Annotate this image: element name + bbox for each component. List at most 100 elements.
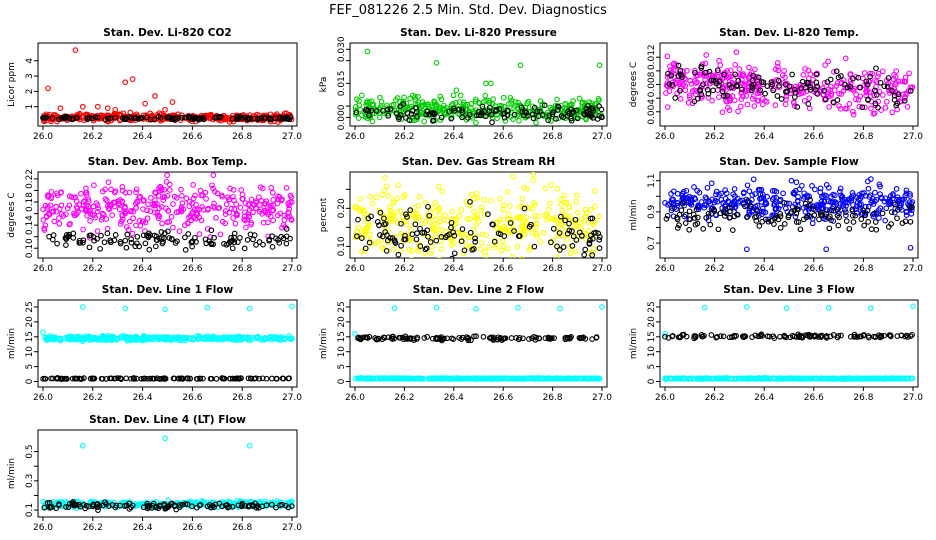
data-point bbox=[194, 376, 201, 382]
data-point bbox=[872, 219, 879, 225]
data-point bbox=[485, 211, 491, 218]
data-point bbox=[245, 116, 251, 122]
data-point bbox=[185, 114, 192, 120]
data-point bbox=[178, 186, 184, 193]
data-point bbox=[89, 115, 96, 122]
data-point bbox=[276, 240, 283, 246]
data-point-outlier bbox=[94, 103, 101, 110]
data-point bbox=[795, 91, 802, 97]
data-point bbox=[534, 233, 540, 239]
data-point bbox=[744, 182, 751, 189]
data-point bbox=[870, 213, 877, 220]
data-point bbox=[196, 214, 202, 221]
data-point bbox=[71, 375, 78, 382]
data-point bbox=[703, 214, 710, 221]
data-point bbox=[558, 220, 564, 227]
data-point bbox=[423, 245, 430, 252]
data-point bbox=[752, 66, 758, 73]
data-point bbox=[418, 103, 425, 110]
data-point bbox=[100, 211, 107, 218]
data-point bbox=[883, 375, 890, 382]
data-point bbox=[505, 101, 512, 107]
data-point bbox=[385, 193, 392, 199]
data-point bbox=[856, 103, 863, 110]
data-point bbox=[50, 232, 57, 238]
data-point bbox=[66, 221, 73, 228]
data-point bbox=[67, 220, 73, 227]
data-point bbox=[213, 214, 219, 221]
data-point bbox=[438, 96, 445, 103]
data-point bbox=[731, 213, 738, 220]
data-point bbox=[860, 207, 867, 214]
y-tick-label: 0.015 bbox=[337, 70, 347, 96]
data-point bbox=[505, 375, 511, 382]
data-point bbox=[791, 103, 798, 109]
data-point bbox=[758, 195, 765, 201]
data-point bbox=[897, 202, 904, 209]
data-point bbox=[355, 335, 361, 342]
y-tick-label: 20 bbox=[337, 316, 347, 328]
data-point bbox=[855, 74, 862, 81]
y-tick-label: 0 bbox=[25, 378, 35, 384]
data-point bbox=[429, 225, 435, 232]
data-point bbox=[907, 84, 914, 91]
data-point bbox=[669, 82, 676, 88]
data-point bbox=[756, 223, 763, 229]
y-tick-label: 25 bbox=[647, 301, 657, 312]
x-tick-label: 27.0 bbox=[592, 264, 612, 274]
data-point bbox=[813, 202, 820, 208]
plot-frame bbox=[37, 42, 298, 127]
x-tick-label: 26.6 bbox=[493, 393, 513, 403]
data-point bbox=[151, 375, 158, 382]
data-point bbox=[193, 201, 199, 208]
data-point-outlier bbox=[129, 76, 136, 82]
data-point bbox=[182, 222, 188, 229]
data-point bbox=[589, 336, 595, 342]
data-point bbox=[519, 220, 526, 226]
data-point bbox=[102, 116, 109, 123]
data-point bbox=[508, 100, 514, 107]
data-point bbox=[895, 93, 902, 100]
data-point bbox=[227, 375, 234, 382]
data-point bbox=[693, 72, 699, 79]
data-point bbox=[524, 100, 531, 107]
data-point bbox=[530, 177, 537, 184]
data-point bbox=[788, 375, 795, 382]
data-point bbox=[557, 196, 564, 203]
data-point bbox=[770, 87, 777, 94]
data-point bbox=[176, 228, 183, 235]
data-point bbox=[504, 245, 511, 252]
panel-title: Stan. Dev. Line 1 Flow bbox=[102, 284, 234, 296]
data-point bbox=[403, 211, 409, 218]
data-point bbox=[757, 87, 764, 94]
data-point bbox=[820, 194, 827, 200]
data-point bbox=[91, 335, 98, 341]
data-point bbox=[105, 335, 112, 342]
data-point bbox=[579, 100, 585, 107]
plot-frame bbox=[349, 171, 608, 259]
data-point bbox=[433, 375, 440, 382]
data-point bbox=[748, 203, 754, 210]
x-tick-label: 26.0 bbox=[345, 393, 365, 403]
data-point bbox=[363, 334, 370, 341]
data-point bbox=[408, 117, 415, 124]
data-point bbox=[805, 67, 812, 74]
data-point bbox=[777, 213, 784, 220]
data-point bbox=[590, 221, 597, 228]
data-point bbox=[56, 116, 62, 123]
data-point bbox=[907, 87, 914, 94]
data-point bbox=[406, 117, 413, 123]
y-tick-label: 0.000 bbox=[337, 104, 347, 130]
data-point bbox=[357, 207, 364, 213]
data-point bbox=[779, 72, 786, 79]
data-point bbox=[159, 334, 166, 341]
data-point bbox=[739, 86, 745, 93]
data-point bbox=[827, 213, 833, 220]
data-point bbox=[885, 224, 892, 230]
data-point bbox=[362, 245, 369, 252]
data-point bbox=[398, 207, 404, 214]
data-point-outlier bbox=[488, 80, 494, 87]
data-point-outlier bbox=[104, 105, 111, 112]
series-1 bbox=[40, 435, 295, 511]
data-point bbox=[744, 198, 751, 204]
